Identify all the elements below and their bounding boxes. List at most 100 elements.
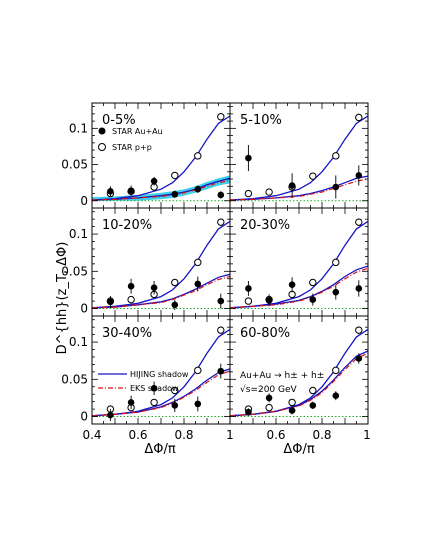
pp-data-point — [194, 152, 202, 160]
auau-data-point — [194, 185, 202, 193]
y-tick-label: 0 — [80, 194, 88, 208]
panel-title: 30-40% — [102, 326, 152, 341]
x-tick-label: 1 — [363, 428, 371, 442]
auau-data-point — [332, 288, 340, 296]
auau-data-point — [245, 285, 252, 292]
pp-data-point — [217, 326, 225, 334]
auau-data-point — [288, 407, 296, 414]
panel-1: 0 0.05 0.1 0-5% — [61, 102, 231, 209]
hijing-shadow-curve — [230, 350, 368, 417]
pp-data-point — [150, 398, 158, 407]
auau-data-point — [127, 282, 135, 290]
pp-data-point — [194, 258, 202, 267]
pp-curve — [230, 220, 368, 309]
pp-data-point — [217, 218, 225, 226]
eks-shadow-curve — [92, 275, 230, 309]
y-tick-label: 0.1 — [69, 335, 88, 349]
legend-filled-marker — [98, 127, 106, 135]
y-axis-label: D^{hh}(z_T, ΔΦ) — [55, 242, 70, 355]
auau-data-point — [150, 284, 158, 291]
panel-4: 20-30% — [229, 207, 369, 317]
pp-data-point — [309, 172, 317, 180]
x-tick-label: 0.6 — [266, 428, 285, 442]
panel-title: 5-10% — [240, 113, 282, 128]
panel-plot-area — [230, 113, 368, 202]
auau-data-point — [194, 280, 202, 288]
pp-data-point — [332, 258, 340, 267]
auau-data-point — [127, 187, 135, 194]
auau-data-point — [265, 297, 273, 304]
auau-data-point — [171, 402, 179, 409]
pp-data-point — [244, 297, 253, 305]
auau-data-point — [309, 296, 317, 303]
auau-data-point — [127, 399, 135, 406]
pp-data-point — [171, 171, 179, 180]
pp-data-point — [332, 152, 340, 160]
legend-open-marker — [98, 143, 106, 151]
auau-data-point — [150, 177, 158, 185]
pp-data-point — [355, 218, 363, 226]
auau-data-point — [194, 400, 202, 408]
reaction-annotation: Au+Au → h± + h± √s=200 GeV — [240, 371, 324, 395]
panel-title: 60-80% — [240, 326, 290, 341]
eks-shadow-curve — [230, 267, 368, 309]
pp-data-point — [355, 113, 363, 122]
auau-data-point — [245, 408, 252, 416]
panel-plot-area — [230, 326, 368, 418]
auau-data-point — [217, 297, 225, 305]
auau-data-point — [288, 281, 296, 289]
legend-label-eks: EKS shadow — [130, 384, 179, 393]
panel-3: 0 0.05 0.1 10-20% — [61, 207, 231, 317]
y-tick-label: 0.05 — [61, 264, 88, 278]
auau-data-point — [217, 367, 225, 375]
auau-data-point — [245, 154, 252, 162]
auau-data-point — [332, 392, 340, 399]
panel-plot-area — [92, 113, 230, 202]
auau-data-point — [265, 394, 273, 402]
legend-label-pp: STAR p+p — [112, 143, 152, 152]
auau-data-point — [355, 355, 363, 362]
panels-layer: 0 0.05 0.1 0-5% 5-10% 0 0.05 0.1 10-20% 20-30% 0 0.… — [61, 102, 369, 425]
pp-data-point — [127, 295, 135, 304]
eks-shadow-curve — [92, 370, 230, 417]
panel-6: 60-80% — [229, 315, 369, 425]
x-tick-label: 0.8 — [174, 428, 193, 442]
pp-data-point — [171, 386, 179, 395]
energy-label: √s=200 GeV — [240, 384, 298, 395]
x-tick-label: 0.4 — [82, 428, 101, 442]
panel-title: 10-20% — [102, 218, 152, 233]
x-tick-label: 1 — [226, 428, 234, 442]
auau-data-point — [332, 183, 340, 191]
pp-data-point — [309, 386, 317, 395]
x-tick-label: 0.6 — [128, 428, 147, 442]
pp-curve — [92, 220, 230, 309]
pp-data-point — [171, 278, 179, 287]
pp-data-point — [309, 278, 317, 287]
y-tick-label: 0.1 — [69, 227, 88, 241]
panel-title: 0-5% — [102, 113, 136, 128]
auau-data-point — [288, 182, 296, 189]
legend-label-auau: STAR Au+Au — [112, 127, 163, 136]
pp-data-point — [194, 366, 202, 375]
auau-data-point — [107, 188, 114, 195]
y-tick-label: 0.05 — [61, 158, 88, 172]
pp-data-point — [332, 366, 340, 375]
y-tick-label: 0 — [80, 410, 88, 424]
auau-data-point — [355, 172, 363, 179]
pp-data-point — [355, 326, 363, 334]
pp-data-point — [217, 113, 225, 121]
eks-shadow-curve — [230, 178, 368, 201]
panel-plot-area — [230, 218, 368, 310]
auau-data-point — [107, 298, 114, 306]
auau-data-point — [150, 384, 158, 392]
panel-2: 5-10% — [229, 102, 369, 209]
uncertainty-band — [92, 175, 230, 201]
pp-data-point — [244, 189, 253, 198]
eks-shadow-curve — [230, 352, 368, 417]
auau-data-point — [107, 411, 114, 419]
y-tick-label: 0.1 — [69, 121, 88, 135]
auau-data-point — [355, 285, 363, 292]
legend-label-hijing: HIJING shadow — [130, 370, 189, 379]
pp-data-point — [265, 188, 273, 196]
auau-data-point — [171, 190, 179, 198]
